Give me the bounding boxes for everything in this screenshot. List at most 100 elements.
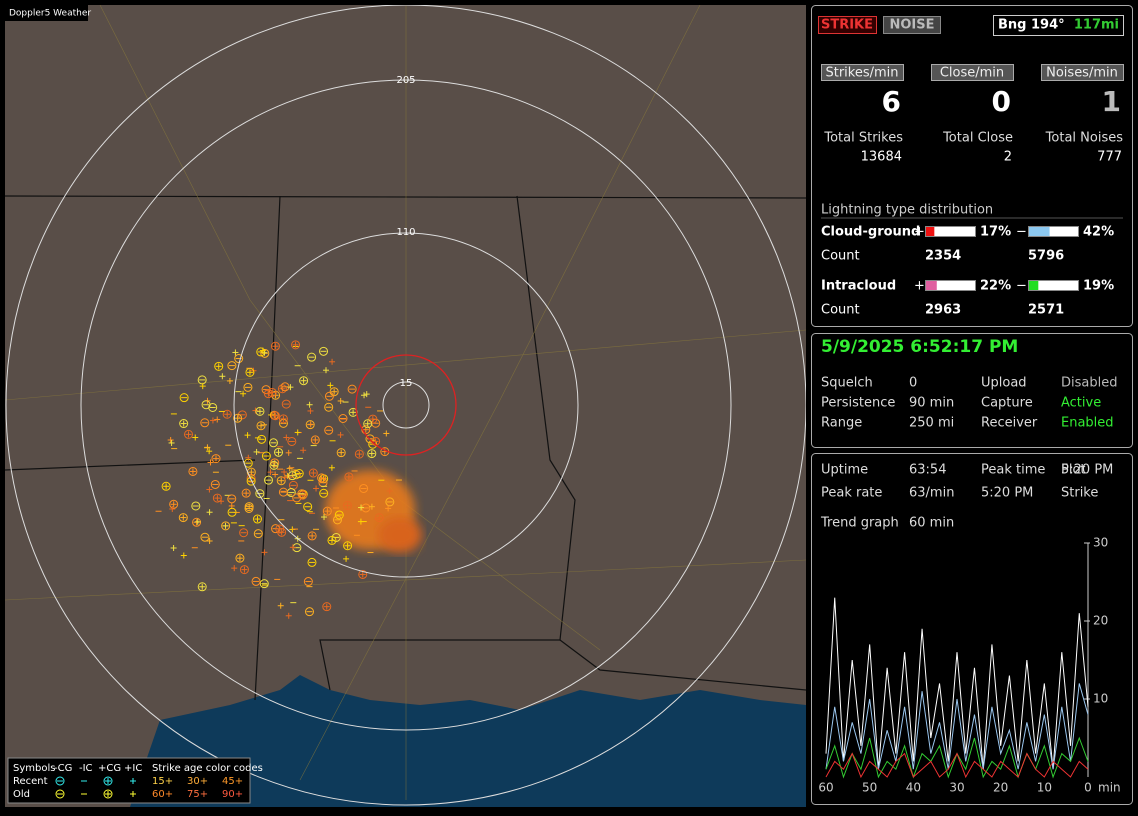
symbol-glyph: [358, 569, 368, 579]
section-title: Lightning type distribution: [821, 203, 993, 218]
bar-track: [1028, 280, 1079, 291]
symbol-glyph: [263, 475, 273, 485]
symbol-glyph: [188, 466, 198, 476]
rate-value: 1: [1102, 85, 1121, 118]
symbol-glyph: [327, 535, 337, 545]
trend-line: [825, 683, 1089, 770]
symbol-glyph: [277, 527, 287, 537]
legend-row: Recent: [13, 776, 48, 787]
range-label: 15: [400, 378, 413, 389]
symbol-glyph: [344, 472, 354, 482]
status-item: Squelch: [821, 376, 873, 391]
bar-track: [1028, 226, 1079, 237]
total-label: Total Strikes: [823, 131, 903, 146]
symbol-glyph: [374, 513, 384, 523]
strike-button-label[interactable]: STRIKE: [821, 18, 873, 33]
symbol-glyph: [197, 582, 207, 592]
symbol-glyph: [303, 577, 313, 587]
symbol-glyph: [169, 499, 179, 509]
status-item: Capture: [981, 396, 1033, 411]
symbol-glyph: [276, 476, 286, 486]
symbol-glyph: [359, 483, 369, 493]
status-item: Range: [821, 416, 862, 431]
status-item: Upload: [981, 376, 1027, 391]
age-code: 60+: [152, 789, 173, 800]
symbol-glyph: [235, 553, 245, 563]
symbol-glyph: [307, 531, 317, 541]
noise-button-label[interactable]: NOISE: [889, 18, 934, 33]
symbol-glyph: [324, 425, 334, 435]
x-tick-label: 30: [949, 781, 964, 795]
status-item: 250 mi: [909, 416, 954, 431]
symbol-glyph: [103, 789, 113, 799]
symbol-glyph: [184, 429, 194, 439]
symbol-glyph: [257, 434, 267, 444]
status-item: Enabled: [1061, 416, 1114, 431]
rate-tab: [1041, 64, 1124, 81]
symbol-glyph: [322, 602, 332, 612]
symbol-glyph: [179, 419, 189, 429]
rate-value: 6: [882, 85, 901, 118]
stat-item: 63/min: [909, 486, 954, 501]
noise-button[interactable]: [883, 16, 941, 34]
stat-value: 60 min: [909, 516, 954, 531]
symbol-glyph: [208, 402, 218, 412]
age-code: 45+: [222, 776, 243, 787]
trend-line: [825, 597, 1089, 770]
status-item: Receiver: [981, 416, 1038, 431]
strike-button[interactable]: [818, 16, 877, 34]
symbol-glyph: [277, 384, 287, 394]
symbol-glyph: [237, 410, 247, 420]
age-code: 15+: [152, 776, 173, 787]
strike-layer: [155, 340, 422, 619]
status-item: Disabled: [1061, 376, 1117, 391]
symbol-glyph: [368, 414, 378, 424]
rate-tab: [931, 64, 1014, 81]
symbol-glyph: [343, 541, 353, 551]
stat-item: 63:54: [909, 463, 946, 478]
count: 5796: [1028, 249, 1064, 264]
count-label: Count: [821, 249, 860, 264]
sign: +: [914, 225, 925, 240]
symbol-glyph: [161, 481, 171, 491]
symbol-glyph: [298, 490, 308, 500]
symbol-glyph: [303, 502, 313, 512]
symbol-glyph: [365, 434, 375, 444]
sign: −: [1016, 225, 1027, 240]
y-tick-label: 10: [1093, 692, 1108, 706]
symbol-glyph: [368, 439, 378, 449]
symbol-glyph: [317, 473, 327, 483]
symbol-glyph: [227, 507, 237, 517]
symbol-glyph: [241, 488, 251, 498]
percent: 17%: [980, 225, 1011, 240]
symbol-glyph: [251, 576, 261, 586]
symbol-glyph: [239, 565, 249, 575]
total-value: 777: [1097, 150, 1122, 165]
symbol-glyph: [55, 789, 65, 799]
symbol-glyph: [269, 460, 279, 470]
percent: 22%: [980, 279, 1011, 294]
y-tick-label: 20: [1093, 614, 1108, 628]
symbol-glyph: [367, 449, 377, 459]
rate-label: Close/min: [940, 66, 1004, 81]
range-label: 205: [396, 75, 415, 86]
symbol-glyph: [197, 375, 207, 385]
x-tick-label: 10: [1037, 781, 1052, 795]
symbol-glyph: [297, 489, 307, 499]
percent: 42%: [1083, 225, 1114, 240]
symbol-glyph: [332, 515, 342, 525]
legend-type: +CG: [98, 763, 121, 774]
bar: [926, 281, 937, 290]
y-tick-label: 30: [1093, 536, 1108, 550]
stat-item: Peak time: [981, 463, 1045, 478]
symbol-glyph: [324, 391, 334, 401]
bearing: Bng 194°: [998, 18, 1065, 33]
total-label: Total Close: [942, 131, 1013, 146]
symbol-glyph: [252, 514, 262, 524]
x-tick-label: 60: [818, 781, 833, 795]
symbol-glyph: [244, 503, 254, 513]
symbol-glyph: [256, 421, 266, 431]
symbol-glyph: [222, 409, 232, 419]
legend-label: Strike age color codes: [152, 763, 263, 774]
symbol-glyph: [322, 506, 332, 516]
